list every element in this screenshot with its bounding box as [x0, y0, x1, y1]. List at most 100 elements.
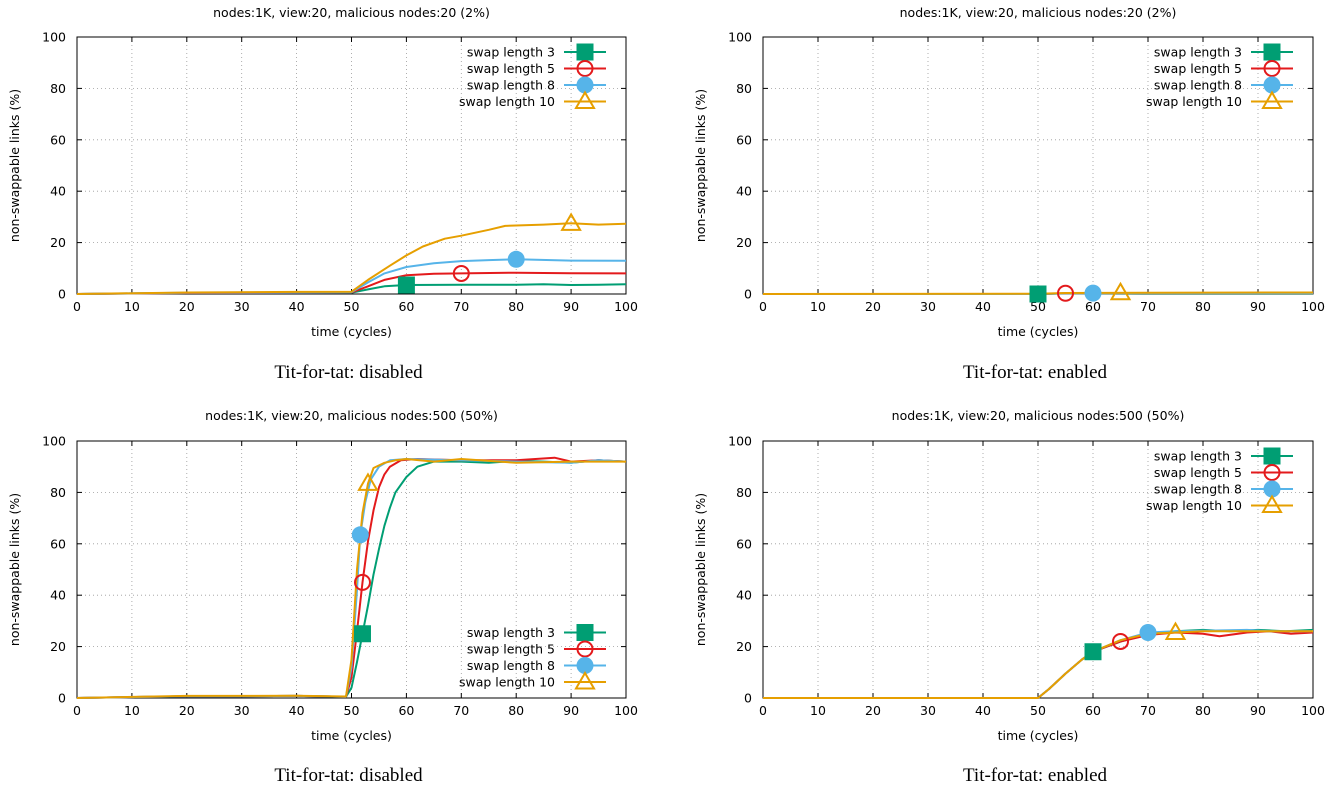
y-tick-label: 0 — [58, 287, 66, 302]
x-tick-label: 70 — [453, 703, 469, 718]
y-tick-label: 0 — [744, 287, 752, 302]
y-tick-label: 80 — [50, 485, 66, 500]
x-tick-label: 40 — [289, 299, 305, 314]
y-tick-label: 40 — [736, 588, 752, 603]
x-tick-label: 80 — [508, 703, 524, 718]
legend-label-2: swap length 5 — [467, 61, 555, 76]
y-tick-label: 100 — [728, 30, 752, 45]
legend-marker-4 — [574, 90, 596, 109]
legend-label-3: swap length 8 — [467, 658, 555, 673]
legend-label-4: swap length 10 — [459, 675, 555, 690]
series-line-4 — [763, 630, 1313, 699]
x-tick-label: 90 — [563, 299, 579, 314]
series-marker-4 — [560, 212, 582, 231]
y-axis-label: non-swappable links (%) — [7, 493, 22, 646]
x-axis-label: time (cycles) — [311, 728, 392, 743]
legend-label-3: swap length 8 — [467, 78, 555, 93]
series-line-3 — [76, 258, 627, 295]
x-tick-label: 30 — [234, 703, 250, 718]
x-tick-label: 90 — [1250, 703, 1266, 718]
x-tick-label: 80 — [1195, 299, 1211, 314]
x-tick-label: 50 — [1030, 703, 1046, 718]
legend-label-1: swap length 3 — [467, 625, 555, 640]
legend-label-1: swap length 3 — [1154, 45, 1242, 60]
legend-label-1: swap length 3 — [1154, 449, 1242, 464]
legend-marker-3 — [576, 76, 594, 94]
x-tick-label: 80 — [508, 299, 524, 314]
legend-label-3: swap length 8 — [1154, 78, 1242, 93]
series-marker-2 — [452, 264, 470, 282]
y-axis-label: non-swappable links (%) — [693, 493, 708, 646]
chart-title: nodes:1K, view:20, malicious nodes:500 (… — [892, 408, 1185, 423]
y-tick-label: 20 — [736, 235, 752, 250]
legend-marker-1 — [1263, 43, 1281, 61]
x-tick-label: 40 — [975, 299, 991, 314]
x-axis-label: time (cycles) — [311, 324, 392, 339]
y-tick-label: 40 — [50, 184, 66, 199]
legend-marker-3 — [576, 657, 594, 674]
series-line-3 — [763, 628, 1313, 699]
series-marker-3 — [1084, 284, 1102, 302]
series-marker-1 — [1084, 643, 1102, 661]
x-tick-label: 100 — [614, 703, 638, 718]
x-tick-label: 50 — [344, 703, 360, 718]
x-tick-label: 100 — [1301, 703, 1325, 718]
chart-title: nodes:1K, view:20, malicious nodes:20 (2… — [213, 5, 490, 20]
x-tick-label: 0 — [759, 299, 767, 314]
x-tick-label: 40 — [289, 703, 305, 718]
x-tick-label: 30 — [234, 299, 250, 314]
legend-marker-2 — [1263, 464, 1281, 481]
x-tick-label: 50 — [1030, 299, 1046, 314]
series-line-1 — [763, 628, 1314, 699]
legend-marker-4 — [1261, 494, 1283, 513]
y-tick-label: 20 — [736, 639, 752, 654]
legend-label-3: swap length 8 — [1154, 482, 1242, 497]
y-tick-label: 60 — [50, 536, 66, 551]
y-tick-label: 40 — [50, 588, 66, 603]
x-tick-label: 80 — [1195, 703, 1211, 718]
y-tick-label: 100 — [42, 30, 66, 45]
chart-panel-4: nodes:1K, view:20, malicious nodes:500 (… — [693, 408, 1325, 786]
series-marker-3 — [351, 526, 369, 544]
legend-marker-2 — [1263, 60, 1281, 77]
y-tick-label: 0 — [58, 691, 66, 706]
x-tick-label: 20 — [179, 703, 195, 718]
legend-label-4: swap length 10 — [459, 94, 555, 109]
series-marker-2 — [1057, 284, 1074, 302]
y-tick-label: 40 — [736, 184, 752, 199]
y-tick-label: 60 — [736, 536, 752, 551]
chart-title: nodes:1K, view:20, malicious nodes:500 (… — [205, 408, 498, 423]
x-tick-label: 50 — [344, 299, 360, 314]
y-axis-label: non-swappable links (%) — [693, 89, 708, 242]
x-tick-label: 10 — [124, 299, 140, 314]
figure-caption: Tit-for-tat: disabled — [274, 362, 423, 383]
y-tick-label: 60 — [50, 132, 66, 147]
chart-panel-2: nodes:1K, view:20, malicious nodes:20 (2… — [693, 5, 1325, 383]
y-tick-label: 20 — [50, 235, 66, 250]
legend-label-1: swap length 3 — [467, 45, 555, 60]
x-tick-label: 60 — [1085, 703, 1101, 718]
x-tick-label: 10 — [810, 299, 826, 314]
legend-marker-4 — [574, 671, 596, 690]
series-marker-3 — [1139, 623, 1157, 641]
x-tick-label: 100 — [1301, 299, 1325, 314]
x-tick-label: 10 — [124, 703, 140, 718]
x-tick-label: 10 — [810, 703, 826, 718]
legend-marker-3 — [1263, 76, 1281, 94]
x-tick-label: 0 — [759, 703, 767, 718]
y-tick-label: 80 — [736, 485, 752, 500]
series-marker-1 — [1029, 285, 1047, 303]
series-marker-4 — [1109, 281, 1132, 301]
series-marker-4 — [1164, 621, 1187, 640]
y-tick-label: 80 — [50, 81, 66, 96]
legend-label-4: swap length 10 — [1146, 94, 1242, 109]
legend-label-2: swap length 5 — [467, 642, 555, 657]
x-tick-label: 70 — [453, 299, 469, 314]
series-marker-2 — [1112, 632, 1129, 650]
x-tick-label: 70 — [1140, 703, 1156, 718]
x-tick-label: 60 — [398, 703, 414, 718]
x-axis-label: time (cycles) — [998, 728, 1079, 743]
x-tick-label: 100 — [614, 299, 638, 314]
series-marker-1 — [397, 276, 415, 294]
